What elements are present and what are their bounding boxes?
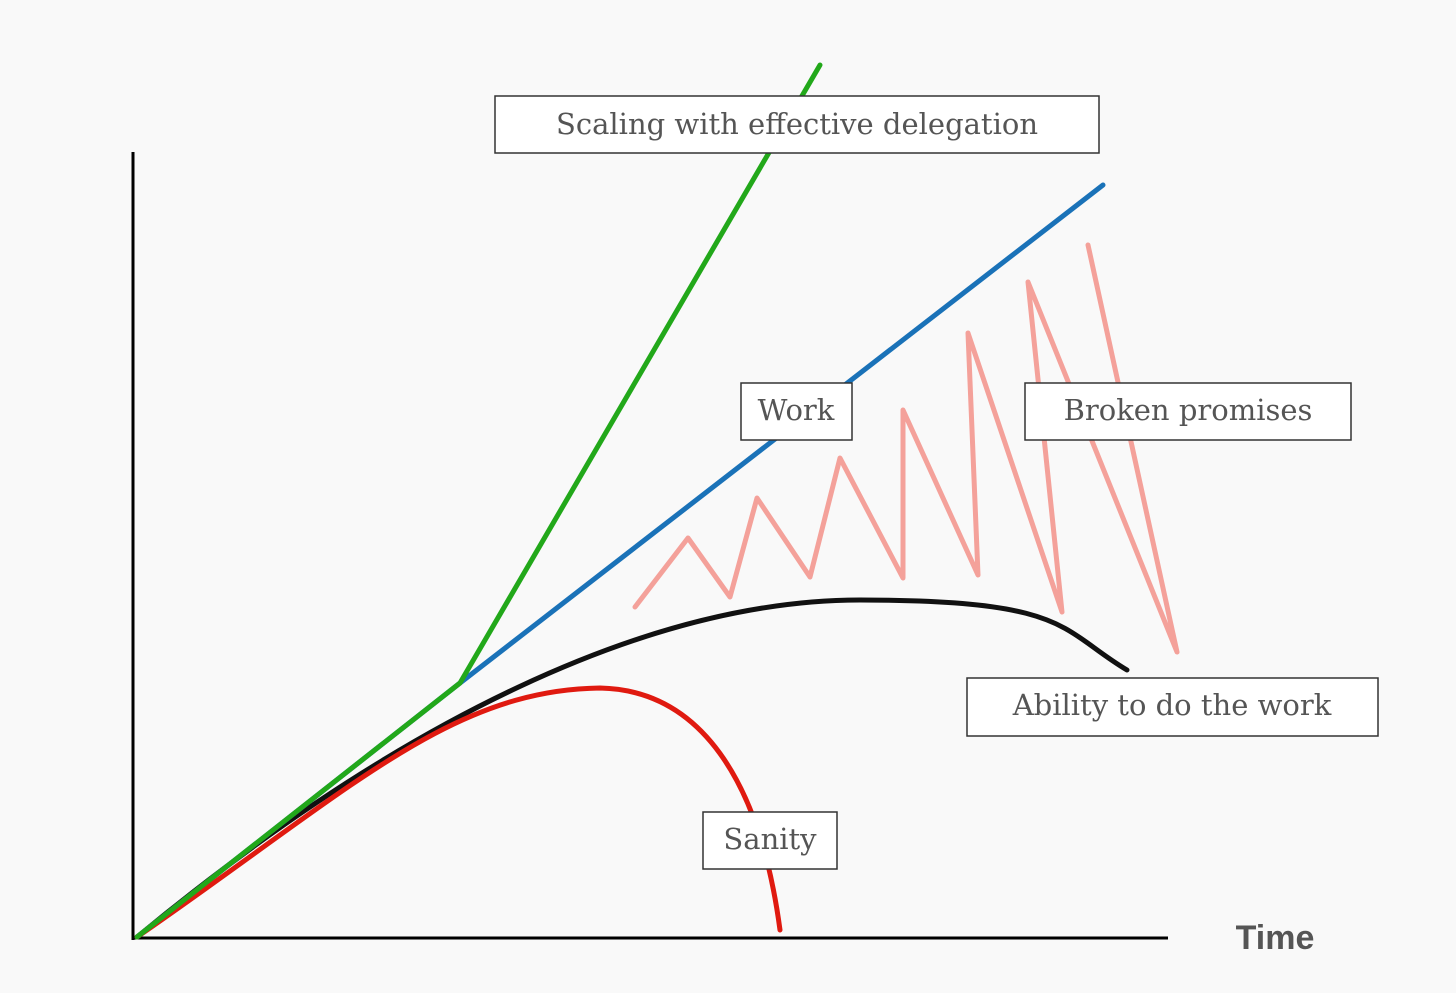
scaling-curve xyxy=(134,62,823,940)
sanity-label: Sanity xyxy=(723,822,817,856)
sanity-curve xyxy=(134,685,783,940)
label-box xyxy=(494,95,1100,154)
broken-promises-curve xyxy=(632,242,1180,655)
ability-label: Ability to do the work xyxy=(1012,688,1332,722)
label-box xyxy=(966,677,1379,737)
scaling-label: Scaling with effective delegation xyxy=(556,107,1038,141)
ability-curve xyxy=(134,597,1130,940)
x-axis-label: Time xyxy=(1236,919,1315,957)
work-label: Work xyxy=(758,393,835,427)
label-box xyxy=(702,811,838,870)
label-box xyxy=(740,382,853,441)
broken-promises-label: Broken promises xyxy=(1064,393,1313,427)
label-box xyxy=(1024,382,1352,441)
